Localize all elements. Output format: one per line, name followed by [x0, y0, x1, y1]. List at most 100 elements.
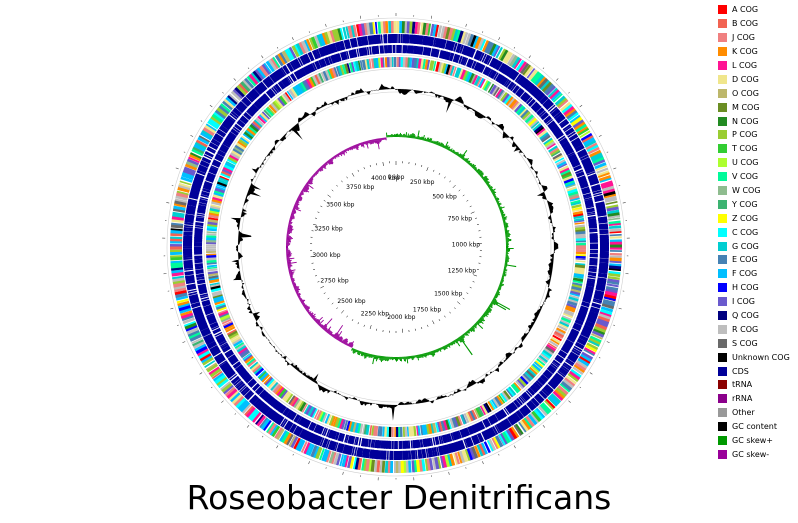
cog-feature	[282, 391, 291, 401]
cog-feature	[235, 397, 247, 409]
cog-feature	[297, 400, 305, 411]
cds-feature	[474, 434, 481, 444]
cog-feature	[267, 106, 275, 115]
cds-feature	[183, 228, 193, 232]
cog-feature	[324, 413, 331, 424]
gc-skew-negative	[373, 139, 375, 143]
cds-feature	[457, 430, 462, 439]
cds-feature	[548, 364, 557, 373]
gc-skew-negative	[296, 292, 301, 296]
cog-feature	[257, 370, 267, 380]
cds-feature	[589, 240, 598, 243]
cds-feature	[492, 59, 500, 69]
tick-mark	[351, 319, 354, 322]
gc-skew-negative	[368, 140, 371, 144]
cog-feature	[502, 50, 513, 64]
cds-feature	[334, 431, 340, 441]
cog-feature	[594, 162, 607, 170]
cog-feature	[249, 361, 259, 370]
gc-skew-negative	[303, 304, 307, 307]
cds-feature	[594, 198, 604, 203]
cog-feature	[458, 450, 466, 464]
legend-item: K COG	[718, 45, 796, 59]
cog-feature	[408, 426, 412, 437]
gc-skew-positive	[460, 150, 468, 159]
cds-feature	[310, 63, 316, 72]
cds-feature	[276, 68, 285, 79]
outer-tick	[598, 134, 602, 137]
gc-skew-negative	[318, 168, 322, 172]
gc-skew-positive	[443, 345, 446, 350]
gc-skew-negative	[287, 229, 292, 232]
gc-skew-positive	[478, 319, 484, 324]
cds-feature	[573, 142, 583, 149]
gc-skew-negative	[314, 172, 318, 176]
cds-feature	[360, 438, 364, 447]
cds-feature	[554, 130, 563, 137]
cds-feature	[217, 337, 226, 345]
cds-feature	[442, 39, 446, 49]
cds-feature	[271, 412, 280, 422]
gc-skew-positive	[429, 137, 432, 143]
gc-skew-negative	[344, 338, 348, 345]
gc-skew-positive	[443, 145, 446, 149]
cog-feature	[240, 350, 251, 359]
gc-skew-positive	[503, 267, 507, 269]
cds-feature	[587, 273, 597, 277]
cds-feature	[215, 133, 224, 140]
legend-swatch	[718, 324, 727, 334]
cog-feature	[217, 309, 228, 315]
gc-skew-negative	[293, 206, 299, 210]
cds-feature	[225, 369, 235, 378]
cds-feature	[572, 140, 582, 148]
gc-skew-negative	[311, 315, 315, 319]
cds-feature	[248, 380, 258, 388]
cog-feature	[583, 348, 595, 357]
gc-skew-positive	[480, 173, 484, 178]
cds-feature	[550, 363, 558, 370]
gc-skew-negative	[286, 238, 292, 240]
gc-skew-positive	[438, 347, 442, 352]
cds-feature	[297, 57, 304, 67]
gc-skew-positive	[504, 261, 508, 263]
cds-feature	[200, 297, 210, 302]
cds-feature	[192, 180, 203, 186]
gc-skew-positive	[438, 143, 442, 147]
gc-skew-positive	[504, 263, 508, 265]
cog-feature	[374, 459, 378, 473]
cds-feature	[558, 137, 568, 145]
cog-feature	[505, 96, 515, 107]
cds-feature	[240, 115, 249, 123]
cds-feature	[547, 104, 556, 112]
cds-feature	[289, 61, 297, 71]
cog-feature	[523, 417, 533, 429]
cog-feature	[452, 66, 457, 77]
cds-feature	[218, 360, 228, 367]
gc-skew-positive	[415, 355, 417, 358]
gc-skew-negative	[291, 210, 297, 213]
cds-feature	[246, 392, 255, 401]
tick-mark	[331, 302, 334, 305]
cds-feature	[527, 388, 535, 396]
cds-feature	[349, 38, 355, 48]
gc-skew-negative	[308, 180, 313, 185]
gc-skew-negative	[314, 318, 317, 322]
cog-feature	[506, 53, 517, 66]
cds-feature	[234, 380, 243, 388]
cds-feature	[275, 83, 282, 91]
cds-feature	[599, 259, 609, 264]
gc-skew-positive	[403, 133, 405, 138]
cds-feature	[568, 133, 578, 141]
gc-skew-positive	[474, 323, 478, 326]
gc-skew-negative	[346, 343, 348, 346]
cog-feature	[533, 361, 543, 370]
gc-skew-positive	[411, 133, 413, 139]
gc-skew-negative	[305, 306, 311, 311]
legend-swatch	[718, 158, 727, 168]
legend-item: Other	[718, 406, 796, 420]
cog-feature	[263, 62, 272, 74]
gc-skew-negative	[382, 137, 384, 140]
gc-skew-positive	[360, 351, 363, 354]
cds-feature	[394, 45, 396, 54]
cog-feature	[174, 198, 187, 203]
